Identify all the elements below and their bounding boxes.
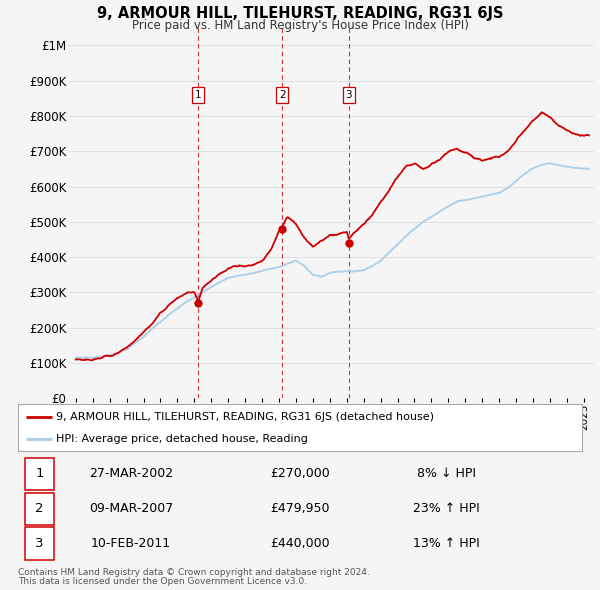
- Text: 2: 2: [35, 502, 44, 516]
- Text: 9, ARMOUR HILL, TILEHURST, READING, RG31 6JS: 9, ARMOUR HILL, TILEHURST, READING, RG31…: [97, 6, 503, 21]
- Text: 1: 1: [35, 467, 44, 480]
- Text: HPI: Average price, detached house, Reading: HPI: Average price, detached house, Read…: [56, 434, 308, 444]
- Text: 2: 2: [279, 90, 286, 100]
- Text: 10-FEB-2011: 10-FEB-2011: [91, 537, 171, 550]
- Text: 3: 3: [346, 90, 352, 100]
- Text: 09-MAR-2007: 09-MAR-2007: [89, 502, 173, 516]
- Text: 9, ARMOUR HILL, TILEHURST, READING, RG31 6JS (detached house): 9, ARMOUR HILL, TILEHURST, READING, RG31…: [56, 412, 434, 422]
- Text: 13% ↑ HPI: 13% ↑ HPI: [413, 537, 480, 550]
- Text: £479,950: £479,950: [270, 502, 330, 516]
- FancyBboxPatch shape: [25, 458, 54, 490]
- Text: 23% ↑ HPI: 23% ↑ HPI: [413, 502, 480, 516]
- FancyBboxPatch shape: [25, 493, 54, 525]
- Text: £270,000: £270,000: [270, 467, 330, 480]
- Text: £440,000: £440,000: [270, 537, 330, 550]
- Text: 8% ↓ HPI: 8% ↓ HPI: [417, 467, 476, 480]
- Text: 1: 1: [195, 90, 202, 100]
- Text: 27-MAR-2002: 27-MAR-2002: [89, 467, 173, 480]
- Text: 3: 3: [35, 537, 44, 550]
- Text: Price paid vs. HM Land Registry's House Price Index (HPI): Price paid vs. HM Land Registry's House …: [131, 19, 469, 32]
- Text: This data is licensed under the Open Government Licence v3.0.: This data is licensed under the Open Gov…: [18, 577, 307, 586]
- Text: Contains HM Land Registry data © Crown copyright and database right 2024.: Contains HM Land Registry data © Crown c…: [18, 568, 370, 576]
- FancyBboxPatch shape: [25, 527, 54, 560]
